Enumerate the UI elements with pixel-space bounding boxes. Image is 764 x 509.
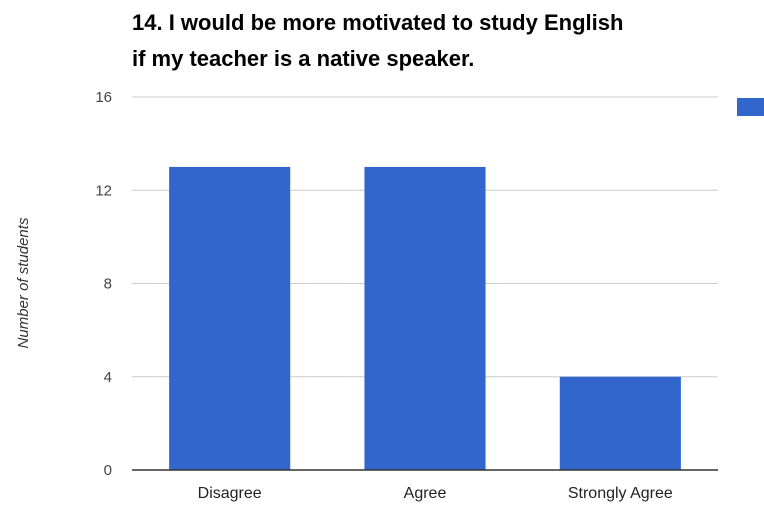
x-tick-label-disagree: Disagree	[198, 485, 262, 502]
y-tick-label-4: 4	[104, 369, 112, 386]
y-tick-label-8: 8	[104, 276, 112, 293]
y-tick-label-12: 12	[95, 182, 112, 199]
x-tick-label-agree: Agree	[404, 485, 447, 502]
y-tick-labels: 0 4 8 12 16	[95, 89, 112, 479]
y-tick-label-16: 16	[95, 89, 112, 106]
bars	[169, 166, 681, 470]
legend	[737, 98, 764, 116]
legend-swatch	[737, 98, 764, 116]
bar-disagree	[169, 166, 291, 470]
chart-title-line-2: if my teacher is a native speaker.	[132, 46, 474, 71]
x-tick-label-strongly-agree: Strongly Agree	[568, 485, 673, 502]
bar-strongly-agree	[559, 376, 681, 470]
y-tick-label-0: 0	[104, 462, 112, 479]
bar-agree	[364, 166, 486, 470]
y-axis-label: Number of students	[15, 217, 32, 348]
x-tick-labels: Disagree Agree Strongly Agree	[198, 485, 673, 502]
chart-title-line-1: 14. I would be more motivated to study E…	[132, 10, 623, 35]
